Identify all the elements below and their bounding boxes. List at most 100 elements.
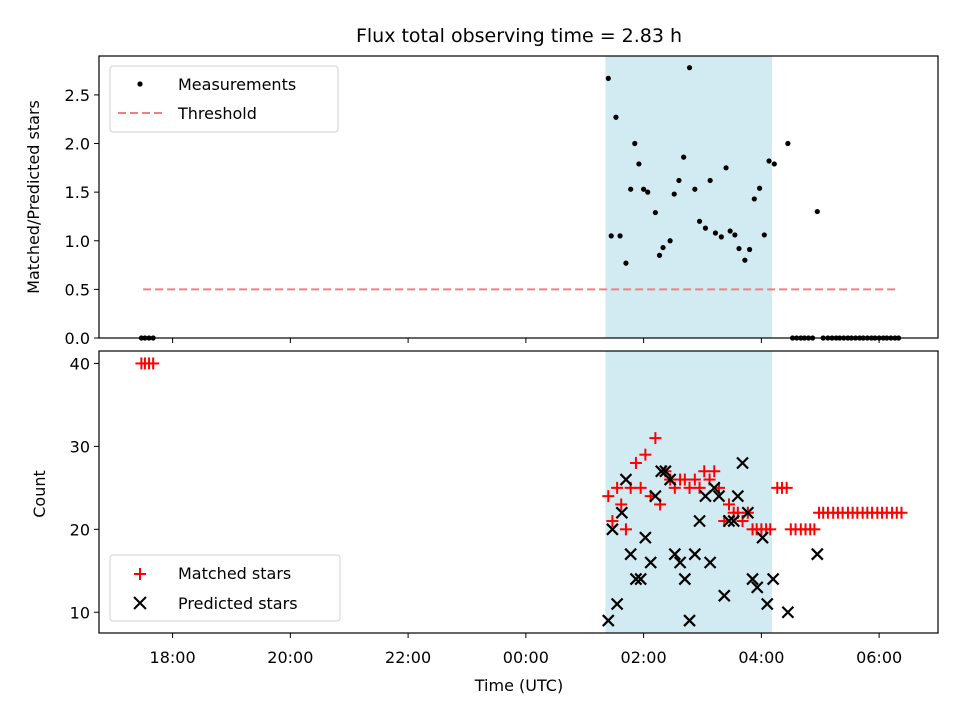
matched-star-point <box>602 490 615 503</box>
x-tick-label: 22:00 <box>385 648 431 667</box>
x-tick-label: 02:00 <box>621 648 667 667</box>
predicted-star-point <box>707 481 721 495</box>
measurement-point <box>723 165 729 171</box>
x-tick-label: 20:00 <box>267 648 313 667</box>
measurement-point <box>676 177 682 184</box>
count-legend: Matched stars Predicted stars <box>109 554 341 622</box>
measurement-point <box>652 209 658 216</box>
observing-span <box>605 56 772 338</box>
measurement-point <box>641 186 647 192</box>
y-tick-label: 1.0 <box>65 232 90 251</box>
count-panel: 10 20 30 40 18:00 20:00 22:00 00:00 02:00 04:00 06… <box>30 350 939 667</box>
predicted-star-point <box>634 572 647 586</box>
predicted-star-point <box>766 572 780 586</box>
measurement-point <box>757 185 763 191</box>
predicted-star-point <box>644 556 657 569</box>
measurement-point <box>712 230 719 236</box>
matched-star-point <box>722 498 735 511</box>
predicted-star-point <box>746 572 759 586</box>
measurement-point <box>681 154 687 160</box>
predicted-star-point <box>693 514 706 528</box>
predicted-star-point <box>703 556 717 569</box>
predicted-star-point <box>663 473 677 486</box>
measurement-point <box>628 186 634 192</box>
predicted-star-point <box>629 572 643 586</box>
measurement-point <box>732 232 738 238</box>
matched-star-point <box>895 506 908 519</box>
measurement-point <box>736 245 742 252</box>
matched-star-point <box>683 481 696 494</box>
measurement-point <box>751 196 757 202</box>
ratio-panel-y-label: Matched/Predicted stars <box>24 100 43 294</box>
matched-star-point <box>808 523 821 536</box>
measurement-point <box>660 244 666 251</box>
predicted-star-point <box>760 597 774 611</box>
predicted-star-point <box>811 547 824 561</box>
y-tick-label: 1.5 <box>65 183 90 202</box>
predicted-star-point <box>606 523 619 536</box>
matched-star-point <box>634 481 647 494</box>
y-tick-label: 0.0 <box>65 329 90 348</box>
predicted-star-point <box>727 514 740 528</box>
matched-star-point <box>639 448 652 461</box>
predicted-star-point <box>668 547 682 561</box>
measurement-point <box>632 140 638 147</box>
y-tick-label: 40 <box>70 354 90 373</box>
measurement-point <box>623 260 629 266</box>
ratio-legend: Measurements Threshold <box>109 65 339 133</box>
measurement-point <box>814 208 820 215</box>
legend-predicted-label: Predicted stars <box>178 594 298 613</box>
predicted-star-point <box>717 589 731 602</box>
predicted-star-point <box>781 605 795 619</box>
count-panel-frame <box>98 350 939 634</box>
y-tick-label: 2.0 <box>65 135 90 154</box>
matched-star-point <box>693 481 706 494</box>
measurement-point <box>667 238 673 244</box>
measurement-point <box>617 233 623 239</box>
predicted-star-point <box>712 489 726 503</box>
predicted-star-point <box>750 581 764 594</box>
measurement-point <box>727 228 733 234</box>
ratio-panel: 0.0 0.5 1.0 1.5 2.0 2.5 Matched/Predicted sta… <box>24 55 939 348</box>
measurement-point <box>746 246 753 253</box>
matched-star-point <box>780 481 793 494</box>
predicted-star-point <box>731 489 745 503</box>
measurement-point <box>771 161 777 167</box>
matched-star-point <box>688 473 701 486</box>
legend-matched-marker <box>134 568 146 580</box>
y-tick-label: 0.5 <box>65 280 90 299</box>
predicted-star-point <box>722 514 736 528</box>
legend-matched-label: Matched stars <box>178 564 291 583</box>
predicted-star-point <box>639 531 652 544</box>
matched-star-point <box>147 357 160 370</box>
x-tick-label: 06:00 <box>856 648 902 667</box>
measurement-point <box>608 233 614 239</box>
y-tick-label: 2.5 <box>65 86 90 105</box>
legend-measurements-label: Measurements <box>178 75 296 94</box>
legend-predicted-marker <box>133 596 147 610</box>
count-panel-y-label: Count <box>30 470 49 518</box>
measurement-point <box>656 252 663 258</box>
matched-star-point <box>629 456 642 469</box>
observing-span-top <box>605 56 772 338</box>
measurement-point <box>671 191 677 197</box>
x-axis-label: Time (UTC) <box>474 676 563 695</box>
predicted-star-point <box>624 547 637 561</box>
matched-star-point <box>708 465 721 478</box>
predicted-star-point <box>673 556 687 569</box>
predicted-star-point <box>659 464 672 478</box>
matched-star-point <box>678 473 691 486</box>
predicted-star-point <box>756 531 769 544</box>
predicted-star-point <box>736 456 749 470</box>
predicted-star-point <box>602 614 615 627</box>
legend-measurements-marker <box>137 81 143 87</box>
predicted-star-point <box>649 489 662 503</box>
matched-star-point <box>649 432 662 445</box>
predicted-star-point <box>619 473 633 486</box>
x-tick-label: 00:00 <box>503 648 549 667</box>
measurement-point <box>702 225 709 231</box>
matched-star-point <box>619 523 632 536</box>
predicted-star-point <box>688 547 702 561</box>
x-tick-label: 04:00 <box>738 648 784 667</box>
